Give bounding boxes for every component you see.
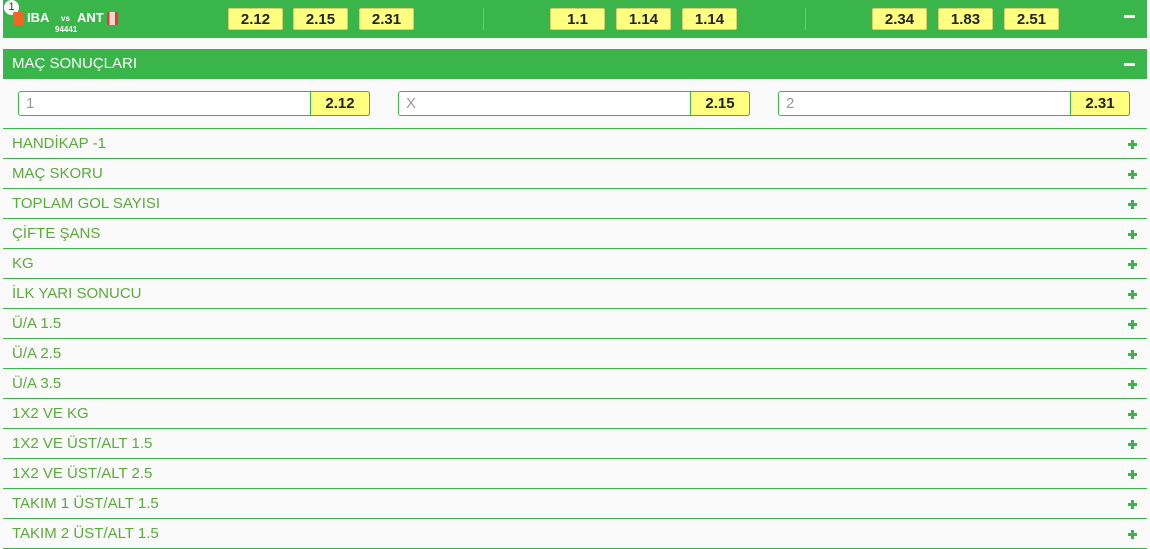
odd-button[interactable]: 2.34 [872, 8, 927, 30]
market-row[interactable]: 1X2 VE ÜST/ALT 2.5 [3, 459, 1147, 489]
option-home[interactable]: 1 2.12 [18, 91, 370, 116]
market-row[interactable]: İLK YARI SONUCU [3, 279, 1147, 309]
expand-icon[interactable] [1128, 200, 1137, 209]
market-row[interactable]: Ü/A 2.5 [3, 339, 1147, 369]
divider [805, 8, 806, 30]
market-label: Ü/A 2.5 [12, 345, 62, 362]
market-label: KG [12, 255, 34, 272]
option-label: X [406, 95, 417, 112]
away-shirt-icon [107, 12, 118, 25]
collapse-icon[interactable] [1124, 63, 1135, 66]
match-number-badge: 1 [4, 0, 19, 15]
expand-icon[interactable] [1128, 410, 1137, 419]
market-row[interactable]: Ü/A 1.5 [3, 309, 1147, 339]
expand-icon[interactable] [1128, 320, 1137, 329]
section-title: MAÇ SONUÇLARI [12, 55, 138, 72]
expand-icon[interactable] [1128, 230, 1137, 239]
odd-button[interactable]: 1.14 [616, 8, 671, 30]
market-label: ÇİFTE ŞANS [12, 225, 101, 242]
market-label: Ü/A 1.5 [12, 315, 62, 332]
section-header[interactable]: MAÇ SONUÇLARI [3, 49, 1147, 79]
collapse-icon[interactable] [1124, 15, 1135, 18]
market-label: 1X2 VE ÜST/ALT 2.5 [12, 465, 153, 482]
market-row[interactable]: 1X2 VE KG [3, 399, 1147, 429]
odd-button[interactable]: 1.83 [938, 8, 993, 30]
option-away[interactable]: 2 2.31 [778, 91, 1130, 116]
divider [483, 8, 484, 30]
odd-button[interactable]: 2.15 [293, 8, 348, 30]
home-shirt-icon [13, 12, 24, 25]
option-draw[interactable]: X 2.15 [398, 91, 750, 116]
match-bar: 1 IBA vs 94441 ANT 2.12 2.15 2.31 1.1 1.… [3, 0, 1147, 38]
market-label: Ü/A 3.5 [12, 375, 62, 392]
market-row[interactable]: TOPLAM GOL SAYISI [3, 189, 1147, 219]
option-odd[interactable]: 2.31 [1070, 91, 1130, 116]
odd-button[interactable]: 1.14 [682, 8, 737, 30]
expand-icon[interactable] [1128, 290, 1137, 299]
option-label: 2 [786, 95, 795, 112]
market-label: TOPLAM GOL SAYISI [12, 195, 161, 212]
market-label: 1X2 VE KG [12, 405, 89, 422]
odd-button[interactable]: 2.12 [228, 8, 283, 30]
odd-button[interactable]: 2.51 [1004, 8, 1059, 30]
odd-button[interactable]: 2.31 [359, 8, 414, 30]
odd-button[interactable]: 1.1 [550, 8, 605, 30]
expand-icon[interactable] [1128, 140, 1137, 149]
home-team: IBA [27, 10, 50, 25]
option-odd[interactable]: 2.15 [690, 91, 750, 116]
market-label: HANDİKAP -1 [12, 135, 106, 152]
expand-icon[interactable] [1128, 470, 1137, 479]
market-row[interactable]: 1X2 VE ÜST/ALT 1.5 [3, 429, 1147, 459]
market-label: 1X2 VE ÜST/ALT 1.5 [12, 435, 153, 452]
away-team: ANT [77, 10, 104, 25]
market-row[interactable]: TAKIM 2 ÜST/ALT 1.5 [3, 519, 1147, 549]
market-row[interactable]: KG [3, 249, 1147, 279]
expand-icon[interactable] [1128, 530, 1137, 539]
market-label: MAÇ SKORU [12, 165, 103, 182]
market-label: İLK YARI SONUCU [12, 285, 142, 302]
market-row[interactable]: TAKIM 1 ÜST/ALT 1.5 [3, 489, 1147, 519]
match-code: 94441 [55, 25, 78, 34]
market-row[interactable]: ÇİFTE ŞANS [3, 219, 1147, 249]
expand-icon[interactable] [1128, 500, 1137, 509]
option-odd[interactable]: 2.12 [310, 91, 370, 116]
expand-icon[interactable] [1128, 170, 1137, 179]
market-row[interactable]: MAÇ SKORU [3, 159, 1147, 189]
vs-label: vs [61, 14, 70, 23]
expand-icon[interactable] [1128, 380, 1137, 389]
expand-icon[interactable] [1128, 350, 1137, 359]
market-row[interactable]: HANDİKAP -1 [3, 129, 1147, 159]
market-label: TAKIM 2 ÜST/ALT 1.5 [12, 525, 159, 542]
option-label: 1 [26, 95, 35, 112]
market-list: HANDİKAP -1 MAÇ SKORU TOPLAM GOL SAYISI ÇİF… [3, 128, 1147, 549]
expand-icon[interactable] [1128, 260, 1137, 269]
market-row[interactable]: Ü/A 3.5 [3, 369, 1147, 399]
expand-icon[interactable] [1128, 440, 1137, 449]
market-label: TAKIM 1 ÜST/ALT 1.5 [12, 495, 159, 512]
